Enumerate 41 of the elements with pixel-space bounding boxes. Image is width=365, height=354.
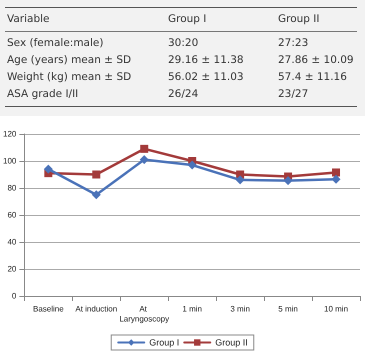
y-tick-label: 100 bbox=[2, 156, 17, 166]
x-tick-label: 3 min bbox=[230, 304, 250, 314]
text: 26/24 bbox=[168, 88, 198, 100]
x-tick-label: At induction bbox=[75, 304, 118, 314]
y-tick-label: 40 bbox=[7, 238, 17, 246]
y-tick-label: 120 bbox=[2, 130, 17, 138]
y-tick-label: 0 bbox=[12, 292, 17, 300]
text: 27.86 ± 10.09 bbox=[278, 54, 354, 66]
y-tick-label: 80 bbox=[7, 184, 17, 192]
point bbox=[140, 155, 149, 164]
text: ASA grade I/II bbox=[7, 88, 78, 100]
x-tick-label: 1 min bbox=[182, 304, 202, 314]
point bbox=[236, 175, 245, 184]
point bbox=[284, 176, 293, 186]
point bbox=[188, 160, 197, 170]
text: Group II bbox=[278, 13, 320, 25]
x-tick-label: At Laryngoscopy bbox=[119, 304, 170, 324]
legend-label: Group I bbox=[149, 338, 180, 348]
point bbox=[332, 168, 340, 176]
x-tick-label: 5 min bbox=[278, 304, 298, 314]
text: 57.4 ± 11.16 bbox=[278, 71, 347, 83]
point bbox=[92, 190, 101, 200]
text: 29.16 ± 11.38 bbox=[168, 54, 244, 66]
text: 30:20 bbox=[168, 37, 198, 49]
y-tick-label: 20 bbox=[7, 264, 17, 274]
point bbox=[44, 164, 53, 174]
text: Variable bbox=[7, 13, 50, 25]
point bbox=[332, 174, 341, 184]
text: 27:23 bbox=[278, 37, 308, 49]
text: 56.02 ± 11.03 bbox=[168, 71, 244, 83]
legend-label: Group II bbox=[215, 338, 248, 348]
text: Age (years) mean ± SD bbox=[7, 54, 132, 66]
text: 23/27 bbox=[278, 88, 308, 100]
x-tick-label: Baseline bbox=[32, 304, 64, 314]
y-tick-label: 60 bbox=[7, 210, 17, 220]
text: Weight (kg) mean ± SD bbox=[7, 71, 132, 83]
point bbox=[140, 144, 148, 153]
point bbox=[92, 170, 100, 178]
text: Sex (female:male) bbox=[7, 37, 104, 49]
x-tick-label: 10 min bbox=[324, 304, 348, 314]
text: Group I bbox=[168, 13, 206, 25]
